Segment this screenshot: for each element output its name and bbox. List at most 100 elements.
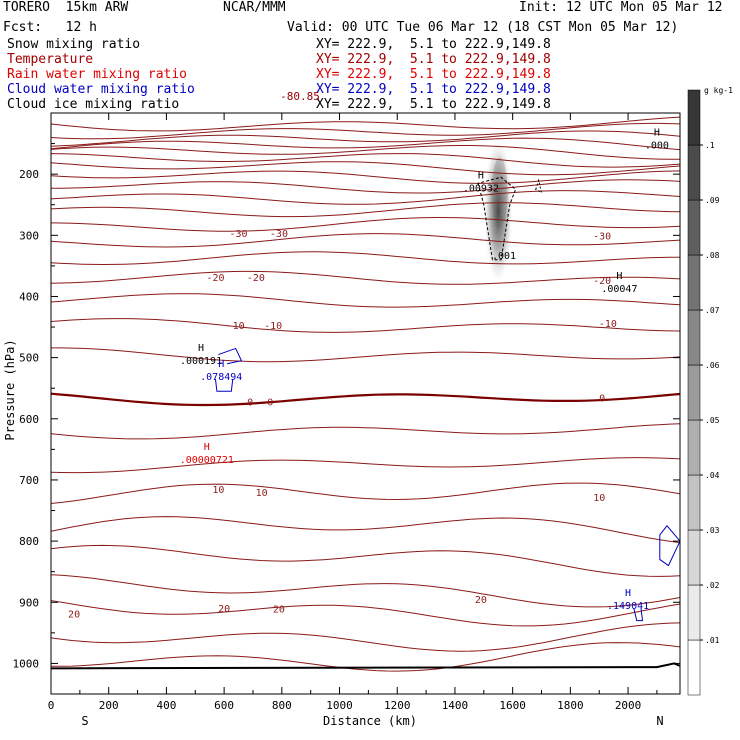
- temperature-isotherm: [50, 251, 681, 266]
- extremum-value: .00000721: [180, 455, 234, 466]
- extrema-labels: H.000H.00932.001H.00047H.000191H.078494H…: [180, 128, 669, 613]
- extremum-marker: H: [198, 343, 204, 354]
- temperature-isotherm: [51, 642, 681, 672]
- colorbar-label: .02: [705, 581, 720, 590]
- temperature-label: 20: [475, 595, 487, 606]
- legend-cloud-ice: Cloud ice mixing ratio: [7, 97, 180, 112]
- temperature-label: 20: [273, 604, 285, 615]
- cloud-water-contour-right: [659, 525, 681, 567]
- temperature-isotherm: [50, 153, 681, 168]
- temperature-isotherm: [50, 270, 681, 285]
- extremum-marker: H: [478, 170, 484, 181]
- temperature-labels: -30 -30 -30 -20 -20 -20 -10 -10 -10 0 0 0 10 10 10 20 20…: [68, 229, 617, 620]
- temperature-label: 10: [593, 493, 605, 504]
- valid-time: Valid: 00 UTC Tue 06 Mar 12 (18 CST Mon …: [287, 20, 679, 35]
- colorbar-label: .01: [705, 636, 720, 645]
- snow-plume: [484, 140, 513, 281]
- extremum-value: .000: [645, 141, 669, 152]
- temperature-isotherm: [50, 318, 681, 333]
- org-label: NCAR/MMM: [223, 0, 286, 15]
- temperature-isotherm: [50, 544, 681, 577]
- y-tick-label: 400: [19, 290, 39, 303]
- legend-snow: Snow mixing ratio: [7, 37, 141, 52]
- x-tick-label: 1000: [326, 699, 353, 712]
- temperature-label: -30: [270, 229, 288, 240]
- colorbar-swatch: [687, 639, 701, 696]
- extremum-marker: H: [625, 588, 631, 599]
- y-axis-label: Pressure (hPa): [3, 339, 17, 440]
- microphysics-contours: [214, 176, 681, 622]
- forecast-hour: Fcst: 12 h: [3, 20, 97, 35]
- extremum-value: .000191: [180, 356, 222, 367]
- temperature-isotherm: [51, 347, 681, 363]
- temperature-isotherm: [50, 482, 681, 504]
- x-tick-label: 400: [156, 699, 176, 712]
- x-tick-label: 1600: [499, 699, 526, 712]
- temperature-label: -20: [247, 273, 265, 284]
- colorbar-label: .1: [705, 141, 715, 150]
- cloud-water-contour-left: [214, 378, 234, 392]
- top-contour-label: -80.85: [280, 90, 320, 103]
- temperature-label: -10: [264, 321, 282, 332]
- extremum-marker: H: [204, 442, 210, 453]
- y-tick-label: 900: [19, 596, 39, 609]
- x-tick-label: 600: [214, 699, 234, 712]
- x-axis-label: Distance (km): [323, 714, 417, 728]
- temperature-label: -30: [593, 231, 611, 242]
- temperature-label: -20: [206, 273, 224, 284]
- extremum-value: .149041: [607, 601, 649, 612]
- extremum-value: .00047: [601, 284, 637, 295]
- colorbar-swatch: [687, 89, 701, 146]
- temperature-isotherm: [50, 170, 681, 184]
- colorbar-swatch: [687, 419, 701, 476]
- extremum-value: .00932: [463, 183, 499, 194]
- temperature-isotherm: [51, 179, 681, 194]
- temperature-isotherm: [50, 130, 681, 147]
- colorbar-unit: g kg-1: [704, 86, 733, 95]
- legend-temperature: Temperature: [7, 52, 94, 67]
- colorbar-label: .07: [705, 306, 720, 315]
- colorbar-swatch: [687, 199, 701, 256]
- y-tick-label: 600: [19, 413, 39, 426]
- colorbar-swatch: [687, 584, 701, 641]
- colorbar-swatch: [687, 254, 701, 311]
- colorbar: .01 .02 .03 .04 .05 .06 .07 .08 .09 .1: [687, 89, 720, 696]
- north-label: N: [656, 714, 663, 728]
- x-tick-label: 1400: [442, 699, 469, 712]
- temperature-label: -30: [230, 229, 248, 240]
- y-tick-label: 1000: [13, 657, 40, 670]
- x-tick-label: 1800: [557, 699, 584, 712]
- legend-cloud-water: Cloud water mixing ratio: [7, 82, 195, 97]
- temperature-isotherm: [50, 145, 680, 160]
- temperature-isotherm: [50, 457, 681, 474]
- plot-border: [50, 112, 681, 695]
- temperature-isotherm: [50, 190, 681, 205]
- colorbar-label: .03: [705, 526, 720, 535]
- colorbar-swatch: [687, 309, 701, 366]
- temperature-contours: [50, 116, 681, 672]
- temperature-isotherm: [50, 122, 681, 140]
- y-tick-label: 500: [19, 352, 39, 365]
- legend-snow-xy: XY= 222.9, 5.1 to 222.9,149.8: [316, 37, 551, 52]
- x-tick-label: 2000: [615, 699, 642, 712]
- colorbar-swatch: [687, 144, 701, 201]
- colorbar-swatch: [687, 529, 701, 586]
- surface-line: [50, 662, 681, 670]
- temperature-label: 10: [256, 488, 268, 499]
- init-time: Init: 12 UTC Mon 05 Mar 12: [519, 0, 723, 15]
- legend-rain-xy: XY= 222.9, 5.1 to 222.9,149.8: [316, 67, 551, 82]
- legend-rain: Rain water mixing ratio: [7, 67, 188, 82]
- extremum-marker: H: [654, 128, 660, 139]
- temperature-isotherm: [50, 516, 681, 544]
- snow-contour-left: [218, 347, 243, 365]
- temperature-label: 0: [599, 393, 605, 404]
- colorbar-swatch: [687, 474, 701, 531]
- colorbar-swatch: [687, 364, 701, 421]
- x-tick-label: 800: [272, 699, 292, 712]
- colorbar-label: .08: [705, 251, 720, 260]
- snow-shading: [484, 140, 513, 281]
- colorbar-label: .09: [705, 196, 720, 205]
- temperature-isotherm: [50, 622, 681, 652]
